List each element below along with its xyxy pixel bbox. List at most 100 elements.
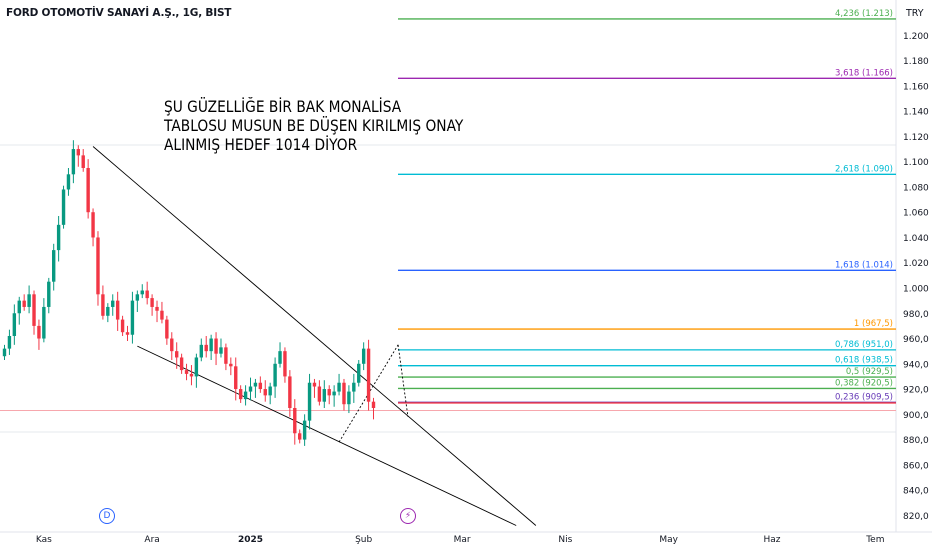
candle-body [2, 348, 7, 357]
candle-body [175, 351, 179, 358]
fib-level-label: 1,618 (1.014) [835, 260, 893, 270]
x-tick-label: Haz [764, 535, 781, 545]
candle-body [209, 338, 213, 352]
candle-body [135, 294, 140, 301]
y-tick-label: 1.060 [903, 209, 929, 219]
candle-body [342, 382, 346, 405]
y-tick-label: 1.180 [903, 57, 929, 67]
candle-body [366, 348, 371, 402]
wedge-lower-trendline [137, 345, 517, 526]
x-tick-label: May [659, 535, 678, 545]
projection-dotted-line [397, 344, 409, 417]
fib-level-label: 4,236 (1.213) [835, 9, 893, 19]
candle-body [361, 348, 366, 364]
fib-level-label: 2,618 (1.090) [835, 164, 893, 174]
y-tick-label: 860,0 [903, 461, 929, 471]
candle-body [278, 351, 282, 364]
candle-body [371, 401, 376, 408]
candle-body [37, 325, 41, 339]
candle-body [253, 382, 258, 387]
candle-body [243, 391, 248, 400]
candle-body [170, 338, 174, 352]
candle-body [160, 310, 164, 320]
candle-body [199, 344, 203, 358]
y-tick-label: 1.160 [903, 82, 929, 92]
candle-body [238, 389, 243, 400]
candle-body [145, 290, 149, 299]
x-tick-label: Nis [558, 535, 572, 545]
candle-body [298, 433, 302, 440]
candle-body [111, 300, 115, 307]
candle-body [283, 351, 287, 377]
note-line: ŞU GÜZELLİĞE BİR BAK MONALİSA [164, 97, 402, 116]
currency-label[interactable]: TRY [906, 8, 924, 19]
y-tick-label: 840,0 [903, 487, 929, 497]
candle-body [52, 250, 56, 282]
x-tick-label: Kas [36, 535, 52, 545]
candle-body [248, 386, 253, 392]
candle-body [204, 344, 208, 352]
candle-body [189, 373, 194, 377]
y-tick-label: 1.100 [903, 158, 929, 168]
candle-body [302, 420, 307, 440]
candle-body [347, 391, 351, 405]
wedge-upper-trendline [92, 146, 537, 526]
candle-body [17, 300, 21, 314]
y-tick-label: 940,0 [903, 360, 929, 370]
y-tick-label: 920,0 [903, 386, 929, 396]
y-tick-label: 820,0 [903, 512, 929, 522]
y-tick-label: 1.120 [903, 133, 929, 143]
annotation-note[interactable]: ŞU GÜZELLİĞE BİR BAK MONALİSA TABLOSU MU… [164, 97, 464, 154]
candle-body [155, 306, 159, 311]
candle-body [273, 363, 277, 387]
x-tick-label: Mar [454, 535, 471, 545]
candle-body [234, 366, 238, 390]
candle-body [337, 382, 341, 392]
candle-body [71, 149, 76, 175]
candle-body [120, 319, 125, 333]
candle-body [357, 363, 361, 383]
candle-body [81, 155, 85, 168]
fib-level-label: 3,618 (1.166) [835, 68, 893, 78]
candle-body [106, 306, 110, 316]
y-tick-label: 1.020 [903, 259, 929, 269]
y-tick-label: 1.000 [903, 285, 929, 295]
x-tick-label: Tem [865, 535, 884, 545]
fib-level-label: 0,382 (920,5) [835, 378, 893, 388]
fib-level-label: 0,236 (909,5) [835, 392, 893, 402]
y-tick-label: 1.140 [903, 108, 929, 118]
x-tick-label: Ara [144, 535, 159, 545]
candle-body [32, 294, 36, 326]
candle-body [229, 363, 233, 367]
candle-body [42, 306, 46, 339]
note-line: TABLOSU MUSUN BE DÜŞEN KIRILMIŞ ONAY [164, 116, 464, 135]
y-tick-label: 880,0 [903, 436, 929, 446]
y-tick-label: 1.040 [903, 234, 929, 244]
candle-body [268, 386, 272, 396]
earnings-marker-icon[interactable]: ⚡ [400, 508, 416, 524]
candle-body [47, 281, 51, 307]
fib-level-label: 1 (967,5) [854, 319, 893, 329]
candle-body [165, 319, 169, 339]
dividend-marker-icon[interactable]: D [99, 508, 115, 524]
candle-body [140, 290, 144, 295]
candle-body [322, 389, 326, 402]
y-tick-label: 980,0 [903, 310, 929, 320]
candle-body [288, 376, 292, 408]
candle-body [332, 391, 336, 396]
candle-body [101, 294, 105, 316]
candle-body [219, 347, 223, 354]
y-tick-label: 900,0 [903, 411, 929, 421]
candle-body [258, 382, 263, 390]
y-tick-label: 1.080 [903, 183, 929, 193]
candle-body [317, 386, 322, 402]
candle-body [293, 408, 297, 434]
candle-body [224, 347, 228, 364]
candle-body [61, 189, 66, 225]
fib-level-label: 0,5 (929,5) [846, 367, 893, 377]
candle-body [312, 382, 317, 387]
candle-body [76, 149, 80, 156]
y-tick-label: 1.200 [903, 32, 929, 42]
candle-body [214, 338, 218, 354]
